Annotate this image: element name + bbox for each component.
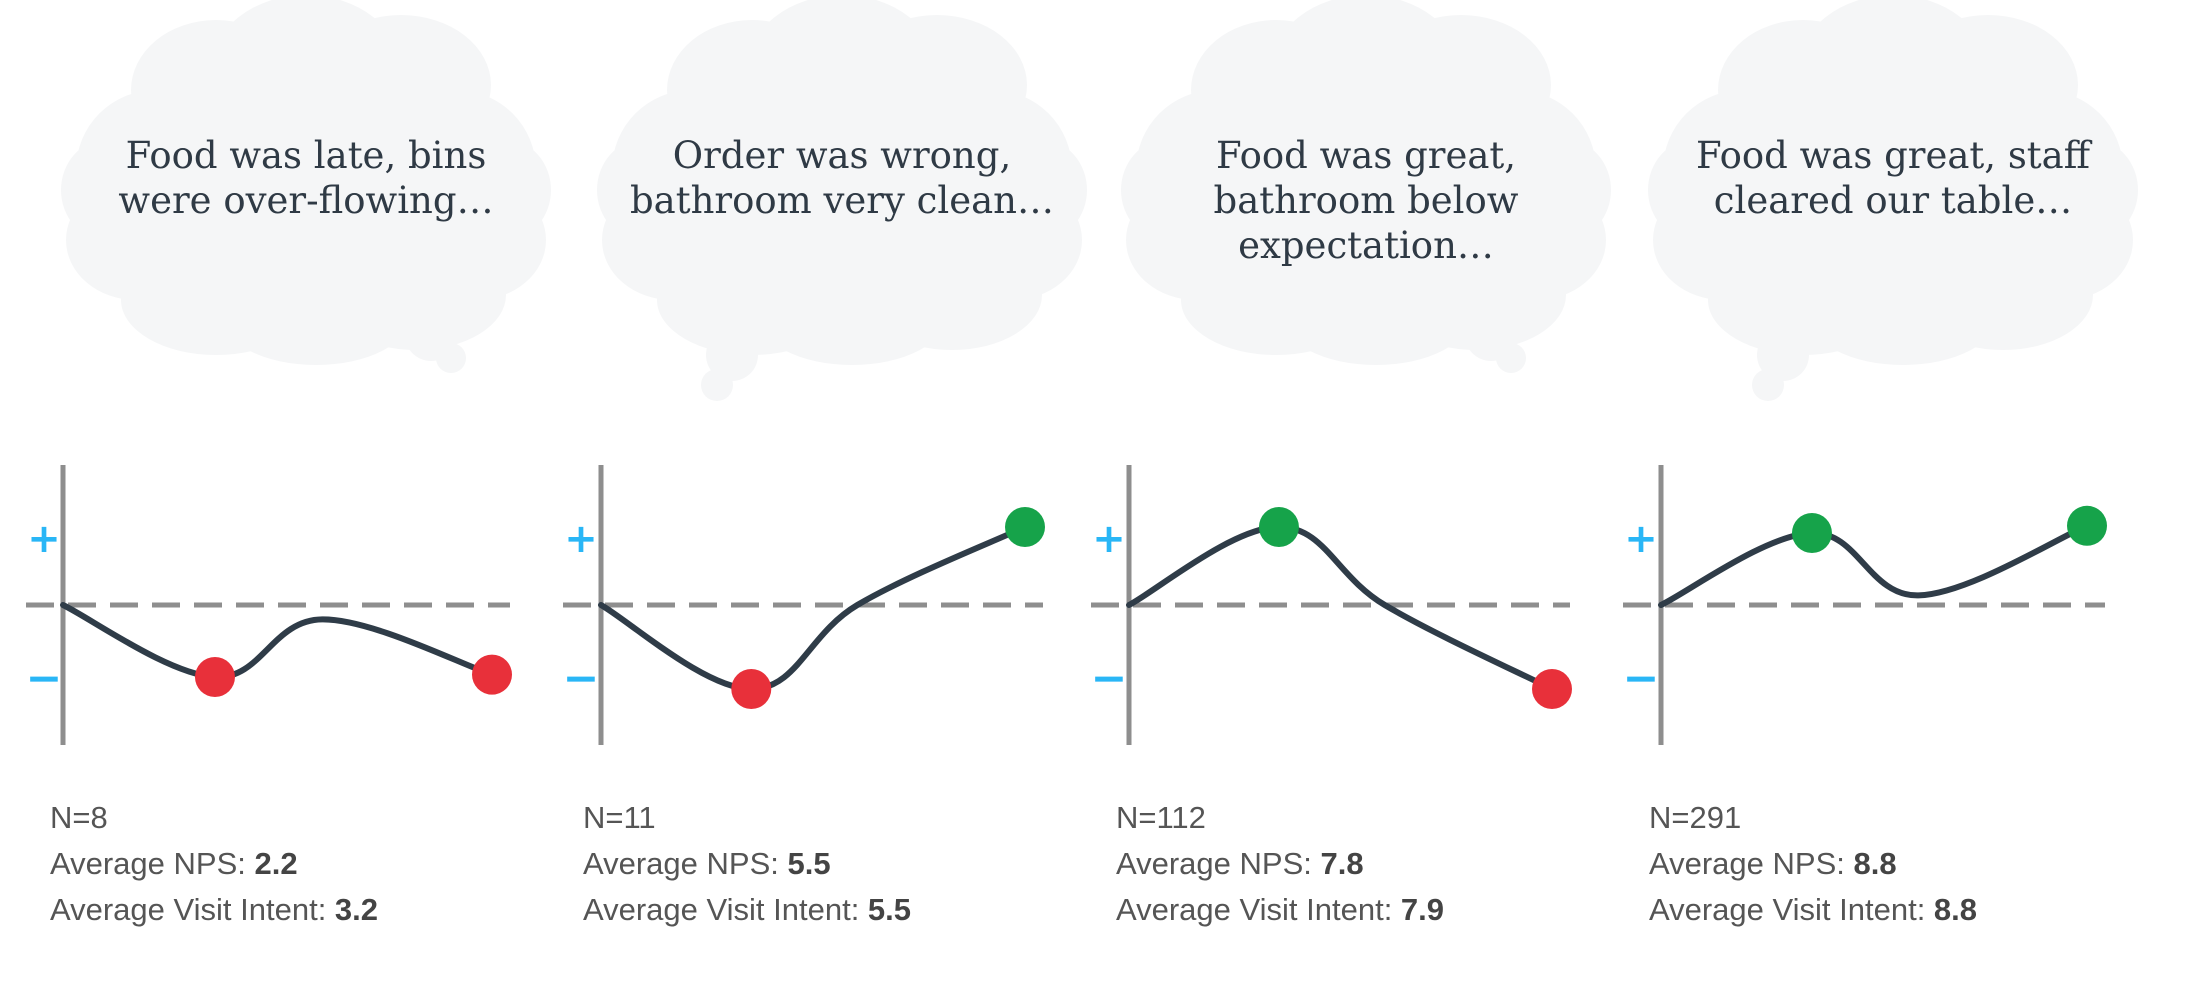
plus-sign: + — [1624, 516, 1658, 562]
thought-text-line: expectation… — [1238, 224, 1494, 267]
intent-value: 8.8 — [1933, 892, 1978, 927]
positive-moment-dot — [2067, 505, 2107, 546]
intent-label: Average Visit Intent: — [1649, 892, 1934, 927]
journey-panel: Order was wrong,bathroom very clean… + − — [563, 0, 1087, 745]
thought-cloud — [597, 0, 1087, 401]
thought-text-line: bathroom very clean… — [630, 179, 1054, 222]
intent-line: Average Visit Intent: 5.5 — [583, 887, 911, 933]
thought-text-line: Food was late, bins — [126, 134, 487, 177]
sentiment-curve — [1658, 522, 2090, 608]
sentiment-curve — [60, 602, 495, 681]
plus-sign: + — [564, 516, 598, 562]
thought-text-line: cleared our table… — [1714, 179, 2072, 222]
cloud-puff — [1521, 140, 1611, 240]
cloud-puff — [461, 140, 551, 240]
plus-sign: + — [1092, 516, 1126, 562]
nps-label: Average NPS: — [1649, 846, 1854, 881]
panel-stats: N=8 Average NPS: 2.2 Average Visit Inten… — [50, 795, 378, 933]
thought-text-line: Order was wrong, — [673, 134, 1011, 177]
cloud-puff — [862, 240, 1042, 350]
positive-moment-dot — [1791, 513, 1832, 553]
nps-label: Average NPS: — [50, 846, 255, 881]
sentiment-curve — [1126, 523, 1555, 692]
panel-stats: N=291 Average NPS: 8.8 Average Visit Int… — [1649, 795, 1977, 933]
nps-line: Average NPS: 2.2 — [50, 841, 378, 887]
sample-size: N=112 — [1116, 800, 1206, 835]
nps-value: 2.2 — [254, 846, 298, 881]
cloud-puff — [61, 140, 151, 240]
cloud-tail-bubble — [706, 329, 758, 381]
intent-line: Average Visit Intent: 7.9 — [1116, 887, 1444, 933]
thought-text-line: were over-flowing… — [118, 179, 493, 222]
intent-value: 7.9 — [1400, 892, 1445, 927]
intent-label: Average Visit Intent: — [1116, 892, 1401, 927]
cloud-puff — [311, 15, 491, 155]
panel-stats: N=112 Average NPS: 7.8 Average Visit Int… — [1116, 795, 1444, 933]
thought-text-line: bathroom below — [1214, 179, 1519, 222]
cloud-tail-bubble — [1752, 369, 1784, 401]
positive-moment-dot — [1258, 507, 1299, 547]
intent-line: Average Visit Intent: 3.2 — [50, 887, 378, 933]
cloud-puff — [326, 240, 506, 350]
cloud-puff — [1371, 15, 1551, 155]
thought-cloud — [1648, 0, 2138, 401]
thought-text-line: Food was great, staff — [1696, 134, 2093, 177]
nps-value: 5.5 — [787, 846, 831, 881]
sample-size: N=8 — [50, 800, 108, 835]
cloud-puff — [1121, 140, 1211, 240]
sentiment-curve — [598, 524, 1028, 693]
thought-text-line: Food was great, — [1216, 134, 1516, 177]
nps-value: 7.8 — [1320, 846, 1364, 881]
nps-line: Average NPS: 7.8 — [1116, 841, 1444, 887]
cloud-tail-bubble — [436, 343, 466, 373]
cloud-puff — [1913, 240, 2093, 350]
cloud-tail-bubble — [1496, 343, 1526, 373]
nps-line: Average NPS: 8.8 — [1649, 841, 1977, 887]
thought-cloud — [61, 0, 551, 373]
cloud-puff — [1898, 15, 2078, 155]
negative-moment-dot — [1532, 669, 1572, 709]
cloud-tail-bubble — [1757, 329, 1809, 381]
plus-sign: + — [27, 516, 61, 562]
cloud-puff — [2048, 140, 2138, 240]
cloud-puff — [597, 140, 687, 240]
intent-label: Average Visit Intent: — [50, 892, 335, 927]
nps-value: 8.8 — [1853, 846, 1897, 881]
panel-stats: N=11 Average NPS: 5.5 Average Visit Inte… — [583, 795, 911, 933]
intent-line: Average Visit Intent: 8.8 — [1649, 887, 1977, 933]
cloud-puff — [847, 15, 1027, 155]
cloud-tail-bubble — [701, 369, 733, 401]
nps-label: Average NPS: — [1116, 846, 1321, 881]
cloud-puff — [1386, 240, 1566, 350]
negative-moment-dot — [731, 669, 772, 709]
intent-value: 3.2 — [334, 892, 379, 927]
sample-size: N=11 — [583, 800, 656, 835]
negative-moment-dot — [194, 657, 235, 697]
intent-label: Average Visit Intent: — [583, 892, 868, 927]
minus-sign: − — [1623, 653, 1660, 704]
minus-sign: − — [26, 653, 63, 704]
cloud-puff — [997, 140, 1087, 240]
thought-cloud — [1121, 0, 1611, 373]
minus-sign: − — [563, 653, 600, 704]
intent-value: 5.5 — [867, 892, 912, 927]
cloud-puff — [1648, 140, 1738, 240]
journey-panel: Food was great,bathroom belowexpectation… — [1091, 0, 1611, 745]
nps-line: Average NPS: 5.5 — [583, 841, 911, 887]
sample-size: N=291 — [1649, 800, 1742, 835]
negative-moment-dot — [472, 654, 512, 695]
nps-label: Average NPS: — [583, 846, 788, 881]
positive-moment-dot — [1005, 507, 1045, 547]
minus-sign: − — [1091, 653, 1128, 704]
